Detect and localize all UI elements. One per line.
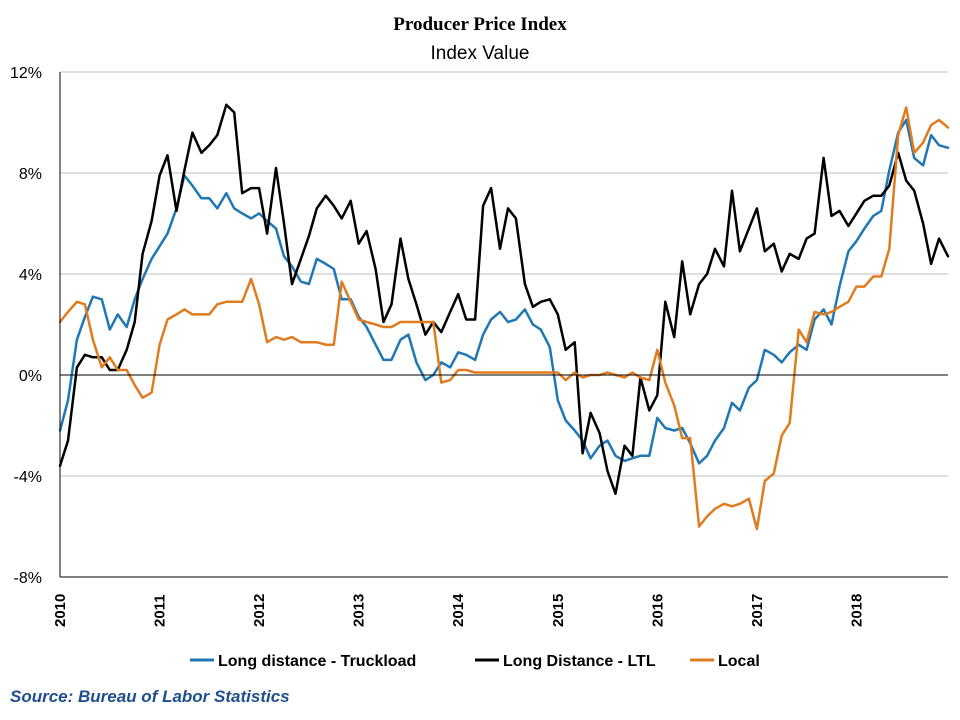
x-tick-group: 2016 [649, 594, 666, 627]
y-tick-label: 4% [19, 267, 42, 284]
x-tick-label: 2014 [450, 593, 467, 627]
legend-label-0: Long distance - Truckload [218, 653, 416, 670]
x-tick-label: 2016 [649, 594, 666, 627]
x-tick-label: 2013 [351, 594, 368, 627]
x-tick-group: 2010 [52, 594, 69, 627]
y-tick-label: -8% [14, 570, 42, 587]
y-tick-label: 0% [19, 368, 42, 385]
series-lines [58, 103, 950, 531]
series-line-0 [58, 118, 950, 465]
axes [59, 72, 948, 578]
chart-subtitle: Index Value [431, 43, 530, 64]
legend-label-2: Local [718, 653, 760, 670]
x-tick-label: 2015 [550, 594, 567, 627]
legend: Long distance - Truckload Long Distance -… [190, 653, 760, 670]
x-tick-label: 2017 [749, 594, 766, 627]
series-line-2 [58, 106, 950, 531]
x-tick-group: 2013 [351, 594, 368, 627]
source-note: Source: Bureau of Labor Statistics [10, 687, 290, 706]
y-tick-label: 12% [10, 65, 42, 82]
x-tick-group: 2017 [749, 594, 766, 627]
x-tick-group: 2015 [550, 594, 567, 627]
x-tick-label: 2018 [848, 594, 865, 627]
x-tick-label: 2011 [152, 594, 169, 627]
x-axis-tick-labels: 2010 2011 2012 2013 2014 2015 2016 2017 2018 [52, 593, 865, 627]
x-tick-label: 2010 [52, 594, 69, 627]
y-axis-tick-labels: 12% 8% 4% 0% -4% -8% [10, 65, 42, 587]
chart-title: Producer Price Index [393, 14, 567, 35]
x-tick-label: 2012 [251, 594, 268, 627]
x-tick-group: 2012 [251, 594, 268, 627]
y-tick-label: 8% [19, 166, 42, 183]
y-tick-label: -4% [14, 469, 42, 486]
series-line-1 [58, 103, 950, 495]
gridlines [60, 71, 948, 477]
x-tick-group: 2018 [848, 594, 865, 627]
legend-label-1: Long Distance - LTL [503, 653, 656, 670]
x-tick-group: 2011 [152, 594, 169, 627]
x-tick-group: 2014 [450, 593, 467, 627]
